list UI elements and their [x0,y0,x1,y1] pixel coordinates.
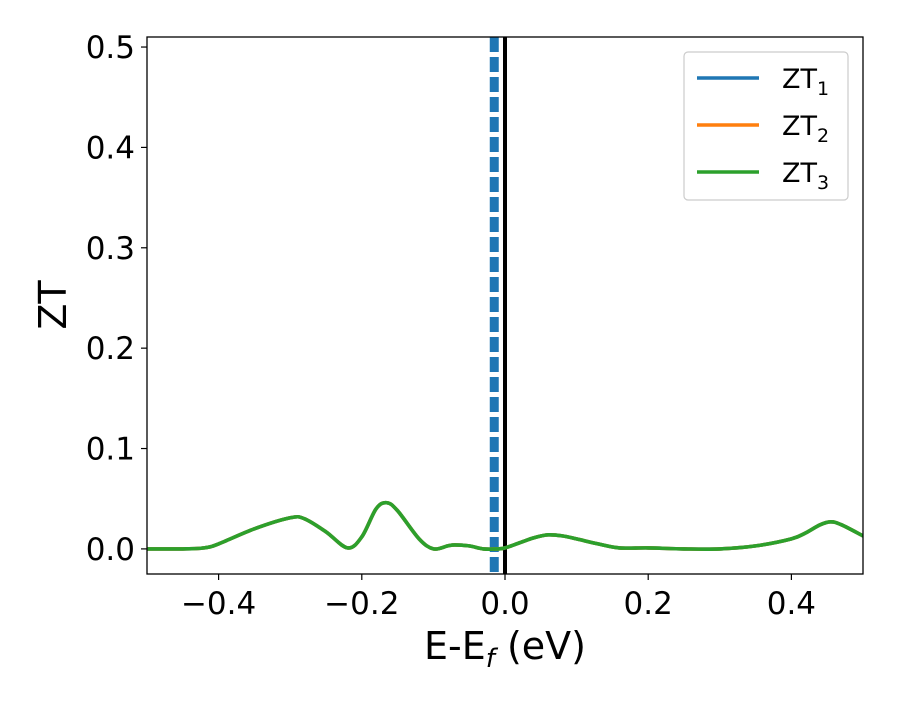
y-axis-ticks: 0.0 0.1 0.2 0.3 0.4 0.5 [86,30,147,568]
x-tick-label: 0.0 [480,586,529,622]
legend: ZT1 ZT2 ZT3 [683,51,849,201]
series-lines [147,500,863,551]
vertical-lines [489,37,507,574]
y-tick-label: 0.0 [86,532,135,568]
legend-label-zt2: ZT2 [782,111,829,147]
series-line-zt3 [147,500,863,551]
legend-box [683,51,849,201]
x-tick-label: −0.2 [324,586,399,622]
x-tick-label: 0.2 [624,586,673,622]
y-tick-label: 0.3 [86,231,135,267]
y-tick-label: 0.2 [86,331,135,367]
x-axis-title: E-Ef (eV) [424,624,586,674]
x-axis-title-unit: (eV) [495,624,586,668]
legend-label-zt1: ZT1 [782,64,829,100]
y-tick-label: 0.5 [86,30,135,66]
y-tick-label: 0.1 [86,432,135,468]
y-tick-label: 0.4 [86,130,135,166]
x-axis-title-main: E-E [424,624,486,668]
x-axis-ticks: −0.4 −0.2 0.0 0.2 0.4 [181,574,816,622]
y-axis-title: ZT [31,280,75,330]
x-tick-label: 0.4 [767,586,816,622]
x-tick-label: −0.4 [181,586,256,622]
legend-label-zt3: ZT3 [782,158,829,194]
